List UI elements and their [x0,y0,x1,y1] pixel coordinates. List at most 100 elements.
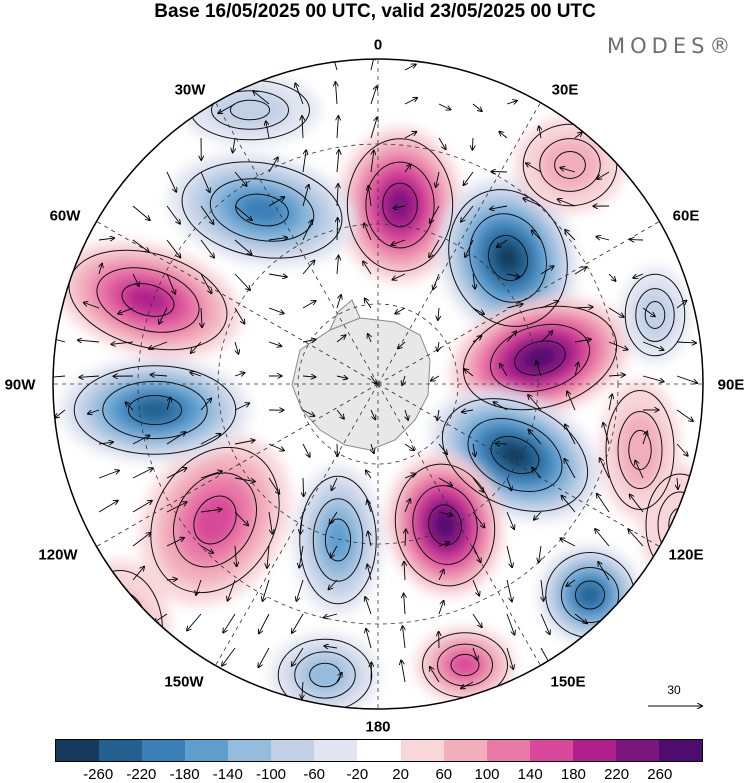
colorbar-tick-label: -140 [212,766,243,783]
colorbar-swatch [658,740,702,761]
wind-vector [506,647,513,669]
wind-vector [430,667,440,683]
wind-vector [404,474,416,479]
contour-line [96,267,200,333]
anomaly-region [579,584,601,606]
wind-vector [472,613,482,627]
contour-line [490,435,540,475]
wind-vector [328,579,338,589]
wind-vector [404,64,416,71]
wind-vector [532,230,542,241]
wind-vector [595,529,610,547]
wind-vector [635,461,644,479]
wind-vector [437,409,439,420]
wind-vector [99,264,102,275]
wind-vector [368,532,371,547]
wind-vector [234,205,252,220]
wind-vector [302,376,315,377]
wind-vector [528,430,542,445]
wind-vector [391,239,406,245]
wind-vector [365,298,372,309]
wind-vector [84,302,100,309]
colorbar-swatch [529,740,573,761]
wind-vector [541,579,543,601]
wind-vector [302,220,312,241]
wind-vector [540,266,554,275]
wind-vector [187,613,202,631]
wind-vector [536,361,542,377]
contour-line [450,653,480,677]
wind-vector [473,443,475,456]
meridian-line [96,383,379,547]
wind-vector [472,137,473,150]
wind-vector [268,341,281,346]
wind-vector [132,205,150,220]
wind-vector [677,477,678,489]
contour-line [150,446,280,594]
wind-vector [363,261,372,275]
wind-vector [403,626,405,649]
wind-vector [132,501,152,513]
wind-vector [268,197,284,207]
contour-line [92,591,148,669]
wind-vector [296,579,304,601]
wind-vector [506,331,516,343]
wind-vector [438,570,444,581]
wind-vector [401,660,406,683]
wind-vector [200,509,222,512]
wind-vector [539,545,541,562]
wind-vector [433,273,440,289]
wind-vector [337,116,338,139]
wind-vector [402,375,405,385]
contour-line [105,609,135,651]
wind-vector [98,501,118,513]
anomaly-region [91,590,149,670]
wind-vector [370,59,374,71]
anomaly-region [192,494,238,546]
wind-vector [560,168,576,173]
colorbar-swatch [400,740,444,761]
contour-line [127,394,183,426]
wind-vector [302,116,303,139]
wind-vector [370,375,376,384]
wind-vector [608,375,625,376]
wind-vector [234,307,244,324]
wind-vector [500,364,508,377]
wind-vector [472,545,481,562]
wind-vector [98,442,113,444]
wind-vector [88,409,100,414]
wind-vector [528,395,542,411]
colorbar-tick-label: 260 [647,766,673,783]
contour-line [121,283,175,317]
wind-vector [302,409,314,416]
wind-vector [300,511,303,534]
wind-vector [506,613,515,635]
anomaly-region [523,347,557,369]
lon-label-60e: 60E [672,207,700,225]
wind-vector [430,205,440,223]
wind-vector [302,443,310,457]
wind-vector [126,402,134,411]
wind-vector [628,530,644,547]
wind-vector [642,431,647,445]
contour-line [560,567,620,623]
wind-vector [371,443,374,453]
contour-line [617,411,663,489]
wind-vector [302,339,316,342]
colorbar-tick-label: 100 [474,766,500,783]
polar-map [52,58,704,710]
wind-vector [642,307,655,316]
wind-vector [336,376,347,378]
wind-vector [267,545,269,568]
contour-line [644,301,666,329]
wind-vector [367,500,372,513]
lon-label-30e: 30E [551,81,579,99]
wind-vector [404,562,405,581]
wind-vector [472,307,484,314]
wind-vector [166,205,180,224]
wind-vector [98,238,114,240]
wind-vector [132,273,139,286]
anomaly-region [495,243,521,273]
wind-vector [337,218,338,241]
contour-line [554,151,586,179]
